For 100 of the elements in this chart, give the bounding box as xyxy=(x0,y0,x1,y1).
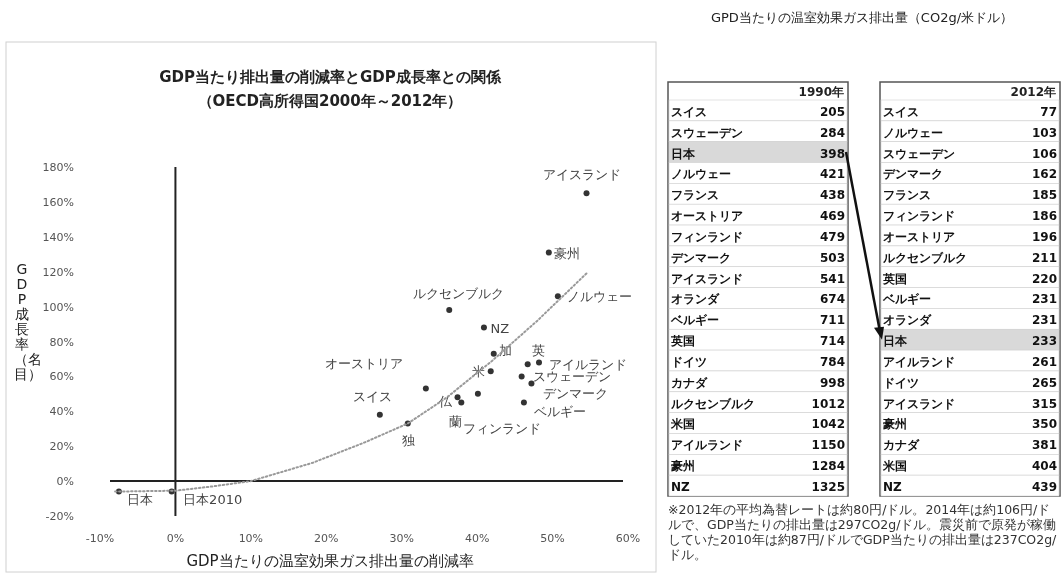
point xyxy=(520,399,527,406)
category-label: オランダ xyxy=(883,313,932,328)
category-label: カナダ xyxy=(883,438,920,453)
data-label: 541 xyxy=(819,271,845,286)
y-tick-label: 120% xyxy=(42,265,74,279)
x-tick-label: 50% xyxy=(540,532,565,545)
category-label: 米国 xyxy=(670,417,695,432)
point xyxy=(422,385,429,392)
point xyxy=(535,359,542,366)
data-label: 439 xyxy=(1031,480,1057,494)
category-label: ノルウェー xyxy=(883,125,943,140)
y-tick-label: -20% xyxy=(45,510,74,523)
x-tick-label: 30% xyxy=(389,532,414,545)
point xyxy=(545,249,552,256)
data-label: 1012 xyxy=(811,396,845,411)
category-label: アイルランド xyxy=(671,438,743,453)
category-label: ベルギー xyxy=(670,313,719,328)
data-label: 豪州 xyxy=(553,245,580,261)
data-label: 196 xyxy=(1031,229,1057,244)
data-label: デンマーク xyxy=(542,386,608,402)
data-label: 315 xyxy=(1031,396,1057,411)
data-label: 674 xyxy=(819,292,845,307)
chart-title: GDP当たり排出量の削減率とGDP成長率との関係 xyxy=(159,68,502,86)
category-label: フランス xyxy=(883,188,931,203)
point xyxy=(454,394,461,401)
category-label: デンマーク xyxy=(671,250,731,265)
data-label: 1325 xyxy=(811,480,845,494)
category-label: カナダ xyxy=(671,375,708,390)
point xyxy=(487,368,494,375)
category-label: NZ xyxy=(883,480,903,494)
category-label: フランス xyxy=(671,188,719,203)
data-label: 231 xyxy=(1031,292,1057,307)
category-label: ルクセンブルク xyxy=(882,250,967,265)
category-label: アイルランド xyxy=(883,354,955,369)
category-label: ベルギー xyxy=(882,292,931,307)
data-label: 日本2010 xyxy=(183,491,243,507)
x-tick-label: 10% xyxy=(238,532,264,545)
point xyxy=(458,399,465,406)
y-tick-label: 160% xyxy=(42,195,74,209)
y-tick-label: 80% xyxy=(49,335,74,349)
category-label: フィンランド xyxy=(671,229,743,244)
data-label: 284 xyxy=(819,125,845,140)
category-label: デンマーク xyxy=(883,167,943,182)
data-label: 1150 xyxy=(811,438,845,453)
data-label: 233 xyxy=(1031,334,1057,349)
data-label: 503 xyxy=(819,250,845,265)
y-tick-label: 180% xyxy=(42,161,74,174)
data-label: 蘭 xyxy=(448,413,462,429)
y-axis-title: GDP成長率（名目） xyxy=(14,261,42,382)
category-label: 日本 xyxy=(671,146,696,161)
category-label: オランダ xyxy=(671,292,720,307)
point xyxy=(376,411,383,418)
data-label: 998 xyxy=(819,375,845,390)
data-label: 186 xyxy=(1031,209,1057,224)
data-label: 398 xyxy=(819,146,845,161)
text: GPD当たりの温室効果ガス排出量（CO2g/米ドル） xyxy=(710,10,1014,25)
y-tick-label: 0% xyxy=(56,475,74,489)
category-label: 英国 xyxy=(670,334,695,349)
x-tick-label: 0% xyxy=(166,532,185,545)
y-tick-label: 40% xyxy=(49,405,74,419)
x-tick-label: 40% xyxy=(464,532,490,545)
data-label: 404 xyxy=(1031,459,1057,474)
data-label: 103 xyxy=(1031,125,1057,140)
category-label: ドイツ xyxy=(671,354,707,369)
data-label: 日本 xyxy=(126,491,153,507)
point xyxy=(583,190,590,197)
point xyxy=(554,293,561,300)
data-label: 106 xyxy=(1031,146,1057,161)
point xyxy=(524,361,531,368)
data-label: ノルウェー xyxy=(567,289,633,305)
data-label: 1042 xyxy=(811,417,845,432)
text: ※2012年の平均為替レートは約80円/ドル。2014年は約106円/ドルで、GDP当たりの排出量は297CO2g/ドル。震災前で原発が稼働していた2010年は約87円/ドルでGDP当たりの排出量は237CO2g/ドル。 xyxy=(668,502,1058,562)
category-label: 米国 xyxy=(882,459,907,474)
data-label: 479 xyxy=(819,229,845,244)
data-label: 265 xyxy=(1031,375,1057,390)
data-label: 231 xyxy=(1031,313,1057,328)
category-label: アイスランド xyxy=(883,396,955,411)
point xyxy=(518,373,525,380)
data-label: 211 xyxy=(1031,250,1057,265)
y-tick-label: 20% xyxy=(49,440,74,454)
data-label: 381 xyxy=(1031,438,1057,453)
data-label: 独 xyxy=(402,432,416,448)
data-label: 711 xyxy=(819,313,845,328)
category-label: アイスランド xyxy=(671,271,743,286)
category-label: NZ xyxy=(671,480,691,494)
category-label: スイス xyxy=(671,104,707,119)
point xyxy=(474,390,481,397)
data-label: ベルギー xyxy=(533,403,586,419)
category-label: スウェーデン xyxy=(883,146,955,161)
data-label: 350 xyxy=(1031,417,1057,432)
category-label: スイス xyxy=(883,104,919,119)
y-tick-label: 100% xyxy=(42,300,74,314)
point xyxy=(446,307,453,314)
data-label: 220 xyxy=(1031,271,1057,286)
x-tick-label: 60% xyxy=(615,532,641,545)
data-label: アイルランド xyxy=(548,357,627,373)
category-label: オーストリア xyxy=(671,209,743,224)
data-label: 714 xyxy=(819,334,845,349)
category-label: ドイツ xyxy=(883,375,919,390)
data-label: 185 xyxy=(1031,188,1057,203)
